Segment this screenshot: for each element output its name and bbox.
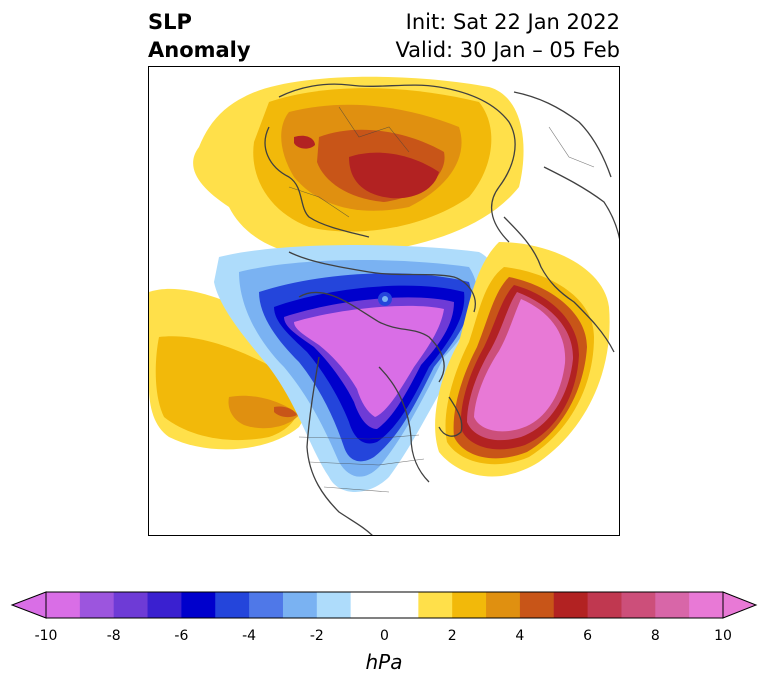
init-date: Init: Sat 22 Jan 2022 bbox=[405, 10, 620, 34]
political-borders bbox=[288, 106, 595, 493]
unit-label: hPa bbox=[365, 650, 403, 674]
colorbar-tick-label: -6 bbox=[174, 628, 189, 644]
namerica-low-anomaly bbox=[214, 245, 498, 492]
title-line-2: Anomaly bbox=[148, 38, 251, 62]
colorbar-tick-label: -4 bbox=[242, 628, 257, 644]
eurasia-high-anomaly bbox=[193, 76, 524, 257]
colorbar-segment bbox=[147, 592, 182, 618]
colorbar-segment bbox=[621, 592, 656, 618]
colorbar-segment bbox=[689, 592, 724, 618]
colorbar-tick-label: 10 bbox=[714, 628, 732, 644]
colorbar-segment bbox=[553, 592, 589, 618]
colorbar-outline bbox=[45, 591, 724, 619]
colorbar-tick-label: 6 bbox=[583, 628, 593, 644]
colorbar-segment bbox=[181, 592, 216, 618]
colorbar-segment bbox=[486, 592, 521, 618]
colorbar-segment bbox=[519, 592, 555, 618]
colorbar-min-arrow bbox=[10, 591, 47, 619]
colorbar-segment bbox=[46, 592, 81, 618]
colorbar-tick-label: 2 bbox=[447, 628, 457, 644]
colorbar-segment bbox=[587, 592, 622, 618]
valid-range: Valid: 30 Jan – 05 Feb bbox=[395, 38, 620, 62]
colorbar-segment bbox=[316, 592, 352, 618]
colorbar-segment bbox=[418, 592, 453, 618]
map-panel bbox=[148, 66, 620, 536]
colorbar-segment bbox=[282, 592, 318, 618]
colorbar-tick-label: 8 bbox=[650, 628, 660, 644]
map-subtitle: Init: Sat 22 Jan 2022 Valid: 30 Jan – 05… bbox=[395, 8, 620, 64]
colorbar-segment bbox=[452, 592, 487, 618]
title-line-1: SLP bbox=[148, 10, 192, 34]
colorbar-segment bbox=[249, 592, 284, 618]
colorbar-segment bbox=[79, 592, 115, 618]
colorbar-segment bbox=[215, 592, 250, 618]
anomaly-map bbox=[149, 76, 619, 535]
colorbar bbox=[10, 591, 758, 619]
colorbar-tick-label: -10 bbox=[34, 628, 58, 644]
colorbar-tick-label: 0 bbox=[380, 628, 389, 644]
map-title: SLP Anomaly bbox=[148, 8, 251, 64]
colorbar-segment bbox=[113, 592, 149, 618]
colorbar-segment bbox=[655, 592, 690, 618]
colorbar-tick-label: -2 bbox=[309, 628, 324, 644]
colorbar-segment bbox=[350, 592, 385, 618]
colorbar-tick-label: -8 bbox=[106, 628, 121, 644]
colorbar-segment bbox=[384, 592, 419, 618]
coastlines bbox=[264, 83, 619, 535]
colorbar-tick-label: 4 bbox=[515, 628, 525, 644]
atlantic-high-anomaly bbox=[435, 242, 610, 477]
colorbar-max-arrow bbox=[722, 591, 758, 619]
colorbar-segments bbox=[10, 591, 758, 619]
